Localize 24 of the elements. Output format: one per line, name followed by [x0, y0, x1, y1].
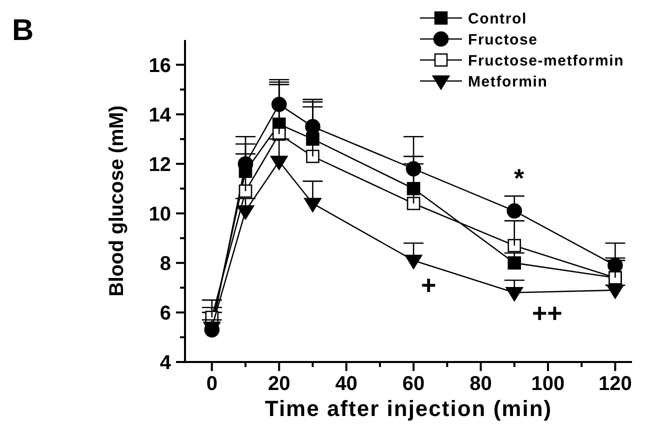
annotation: +	[421, 270, 436, 300]
x-tick-label: 100	[531, 373, 565, 395]
x-tick-label: 20	[268, 373, 290, 395]
legend-label: Metformin	[468, 73, 548, 90]
x-tick-label: 40	[335, 373, 358, 395]
legend-label: Fructose	[468, 31, 538, 48]
y-tick-label: 12	[148, 154, 171, 176]
y-tick-label: 4	[160, 352, 172, 374]
y-tick-label: 14	[148, 104, 172, 126]
x-tick-label: 60	[402, 373, 425, 395]
legend-label: Fructose-metformin	[468, 52, 624, 70]
chart-title: B	[12, 14, 34, 47]
x-axis-title: Time after injection (min)	[264, 396, 552, 421]
y-tick-label: 8	[160, 252, 171, 275]
y-axis-title: Blood glucose (mM)	[106, 105, 128, 297]
y-tick-label: 10	[148, 203, 171, 226]
annotation: *	[514, 163, 525, 194]
y-tick-label: 16	[148, 54, 171, 77]
y-tick-label: 6	[160, 302, 171, 324]
x-tick-label: 0	[206, 373, 218, 395]
legend-label: Control	[468, 10, 527, 28]
x-tick-label: 120	[598, 373, 632, 395]
annotation: ++	[532, 298, 562, 328]
x-tick-label: 80	[470, 373, 492, 395]
